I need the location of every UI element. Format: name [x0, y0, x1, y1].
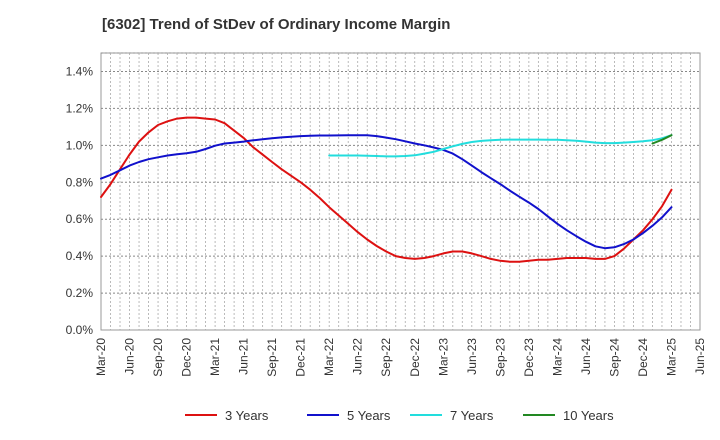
chart-title: [6302] Trend of StDev of Ordinary Income…	[102, 16, 451, 33]
series-line-10-years	[651, 134, 673, 145]
y-tick-label: 0.0%	[66, 323, 94, 337]
x-tick-label: Dec-20	[180, 338, 194, 377]
y-axis: 0.0% 0.2% 0.4% 0.6% 0.8% 1.0% 1.2% 1.4%	[66, 64, 94, 337]
x-tick-label: Mar-24	[550, 338, 564, 376]
x-tick-label: Dec-24	[636, 338, 650, 377]
x-tick-label: Sep-21	[265, 338, 279, 377]
x-tick-label: Jun-22	[351, 338, 365, 375]
y-tick-label: 0.8%	[66, 175, 94, 189]
y-tick-label: 1.2%	[66, 101, 94, 115]
legend-label: 10 Years	[563, 408, 614, 423]
y-tick-label: 0.4%	[66, 249, 94, 263]
y-tick-label: 1.4%	[66, 64, 94, 78]
x-tick-label: Mar-21	[208, 338, 222, 376]
x-tick-label: Jun-25	[693, 338, 707, 375]
x-tick-label: Jun-24	[579, 338, 593, 375]
x-tick-label: Mar-22	[322, 338, 336, 376]
series-lines	[100, 116, 673, 263]
x-tick-label: Dec-22	[408, 338, 422, 377]
x-tick-label: Mar-25	[664, 338, 678, 376]
x-axis: Mar-20 Jun-20 Sep-20 Dec-20 Mar-21 Jun-21 Sep-…	[94, 338, 707, 377]
x-tick-label: Mar-23	[436, 338, 450, 376]
plot-area	[100, 52, 701, 331]
x-tick-label: Sep-24	[607, 338, 621, 377]
y-tick-label: 1.0%	[66, 138, 94, 152]
x-tick-label: Dec-23	[522, 338, 536, 377]
x-tick-label: Jun-20	[123, 338, 137, 375]
x-tick-label: Jun-21	[237, 338, 251, 375]
y-tick-label: 0.6%	[66, 212, 94, 226]
legend-label: 5 Years	[347, 408, 391, 423]
x-tick-label: Dec-21	[294, 338, 308, 377]
x-tick-label: Sep-22	[379, 338, 393, 377]
series-line-3-years	[100, 116, 673, 263]
x-tick-label: Sep-20	[151, 338, 165, 377]
x-tick-label: Jun-23	[465, 338, 479, 375]
x-tick-label: Mar-20	[94, 338, 108, 376]
legend: 3 Years 5 Years 7 Years 10 Years	[185, 408, 614, 423]
series-line-7-years	[328, 134, 673, 158]
y-tick-label: 0.2%	[66, 286, 94, 300]
x-tick-label: Sep-23	[493, 338, 507, 377]
legend-label: 3 Years	[225, 408, 269, 423]
series-line-5-years	[100, 134, 673, 250]
legend-label: 7 Years	[450, 408, 494, 423]
